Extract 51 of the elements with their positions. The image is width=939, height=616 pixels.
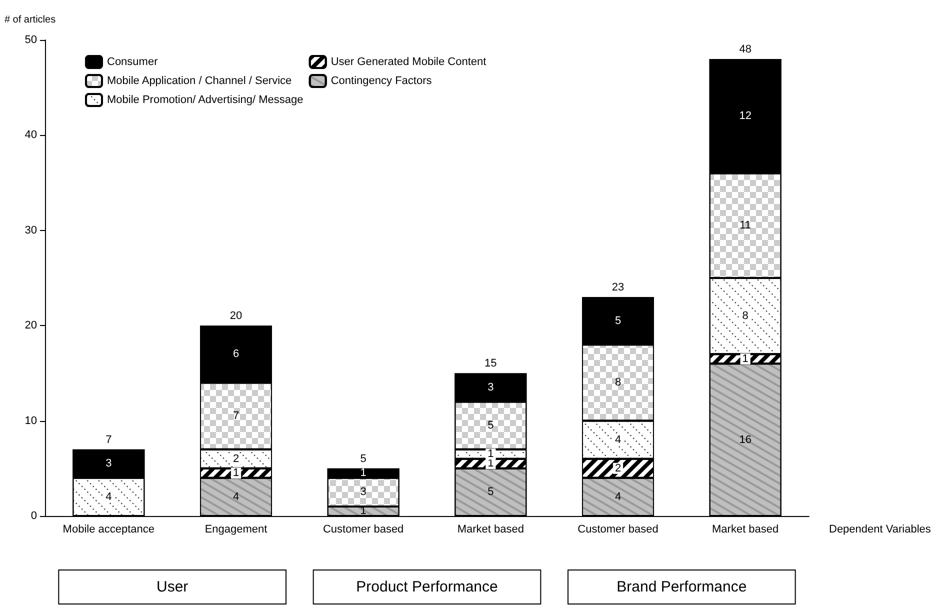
legend-label: User Generated Mobile Content bbox=[330, 56, 486, 68]
total-label: 15 bbox=[484, 358, 497, 370]
x-tick-label: Mobile acceptance bbox=[62, 524, 155, 536]
legend-label: Consumer bbox=[107, 56, 158, 68]
data-label: 4 bbox=[614, 434, 622, 446]
data-label: 3 bbox=[488, 381, 494, 394]
data-label: 1 bbox=[742, 352, 748, 365]
data-label: 1 bbox=[488, 448, 494, 460]
data-label: 4 bbox=[232, 490, 240, 503]
y-tick-label: 30 bbox=[24, 224, 37, 236]
data-label: 5 bbox=[488, 420, 494, 432]
data-label: 16 bbox=[739, 434, 752, 446]
legend-label: Mobile Application / Channel / Service bbox=[107, 75, 292, 87]
total-label: 48 bbox=[739, 44, 752, 56]
data-label: 4 bbox=[614, 490, 622, 503]
legend-label: Contingency Factors bbox=[330, 75, 432, 87]
data-label: 2 bbox=[614, 462, 622, 474]
data-label: 7 bbox=[232, 410, 240, 422]
y-axis-title: # of articles bbox=[4, 14, 56, 26]
data-label: 5 bbox=[614, 314, 622, 327]
data-label: 6 bbox=[232, 348, 240, 360]
x-tick-label: Market based bbox=[712, 524, 779, 536]
text: User bbox=[156, 578, 188, 596]
legend-label: Mobile Promotion/ Advertising/ Message bbox=[107, 94, 304, 106]
x-tick-label: Engagement bbox=[204, 524, 268, 536]
total-label: 20 bbox=[230, 310, 242, 322]
data-label: 12 bbox=[739, 110, 752, 122]
data-label: 5 bbox=[488, 486, 494, 498]
y-tick-label: 40 bbox=[24, 129, 37, 142]
data-label: 1 bbox=[360, 467, 366, 480]
y-tick-label: 20 bbox=[24, 320, 37, 332]
x-tick-label: Customer based bbox=[578, 524, 658, 536]
x-tick-label: Market based bbox=[457, 524, 524, 536]
total-label: 5 bbox=[360, 452, 366, 465]
total-label: 23 bbox=[612, 282, 624, 294]
data-label: 4 bbox=[106, 490, 112, 503]
total-label: 7 bbox=[106, 434, 112, 446]
y-tick-label: 10 bbox=[24, 414, 37, 427]
x-axis-title: Dependent Variables bbox=[829, 524, 932, 536]
text: Brand Performance bbox=[616, 578, 747, 596]
data-label: 11 bbox=[740, 220, 752, 232]
data-label: 2 bbox=[232, 452, 240, 465]
data-label: 3 bbox=[360, 486, 366, 498]
data-label: 8 bbox=[614, 376, 622, 389]
text: Product Performance bbox=[356, 578, 498, 596]
x-tick-label: Customer based bbox=[322, 524, 404, 536]
data-label: 3 bbox=[106, 458, 112, 470]
data-label: 1 bbox=[232, 467, 240, 480]
y-tick-label: 0 bbox=[30, 510, 37, 522]
data-label: 8 bbox=[742, 310, 748, 322]
y-tick-label: 50 bbox=[24, 34, 37, 46]
